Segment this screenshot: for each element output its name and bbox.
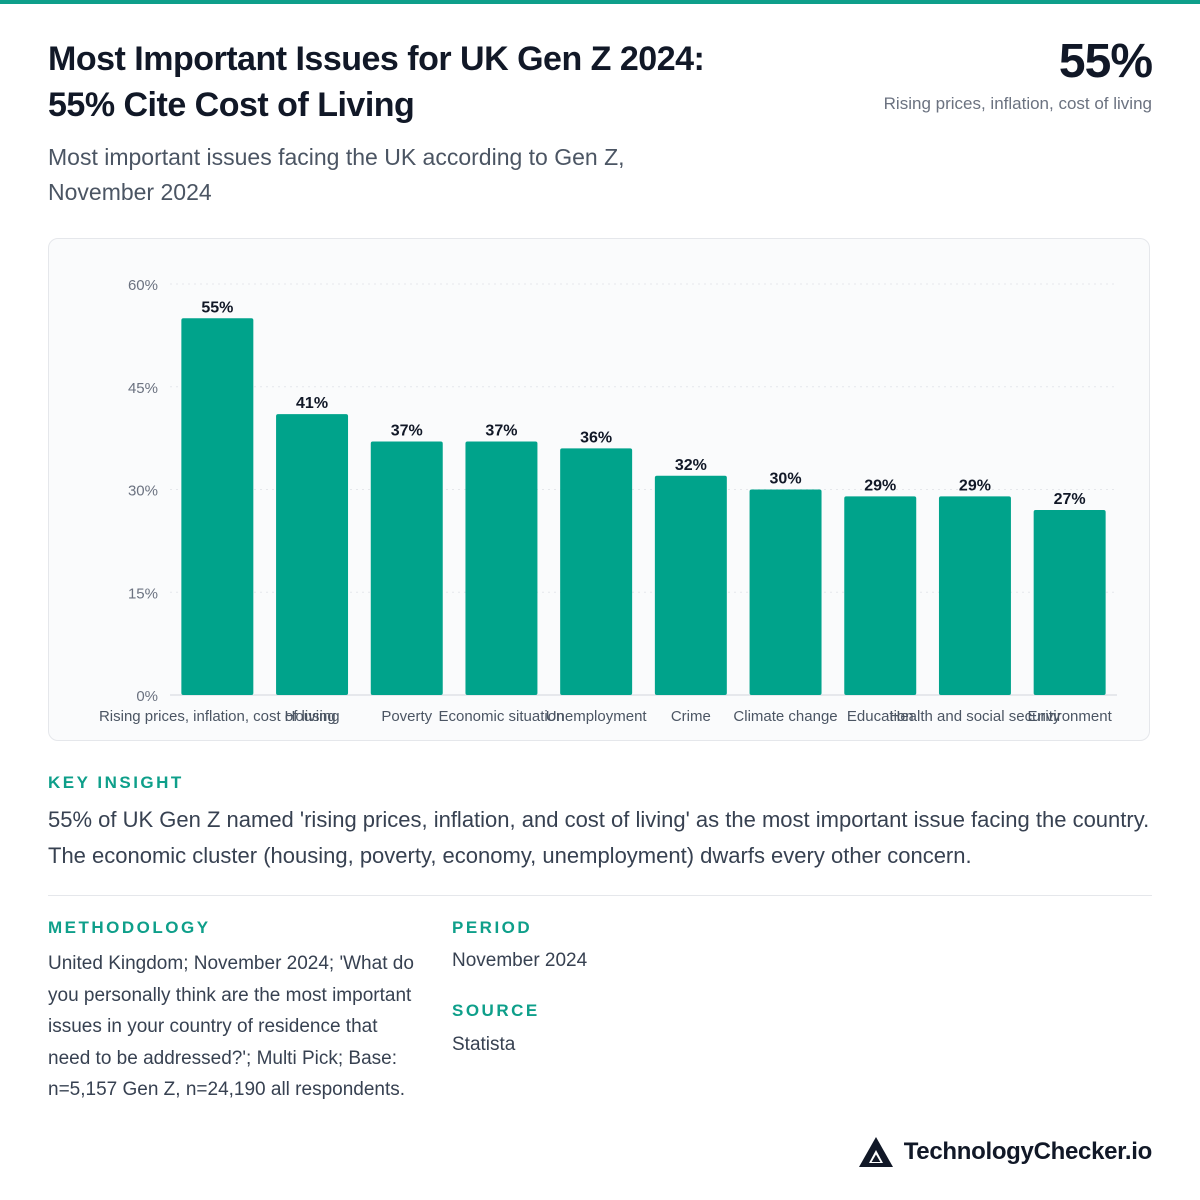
x-tick-label: Rising prices, inflation, cost of living <box>99 708 336 725</box>
x-tick-label: Health and social security <box>889 708 1060 725</box>
subtitle-line-2: November 2024 <box>48 179 212 205</box>
key-insight-text: 55% of UK Gen Z named 'rising prices, in… <box>48 807 1150 868</box>
y-tick-label: 45% <box>128 380 158 397</box>
x-tick-label: Crime <box>671 708 711 725</box>
top-accent-bar <box>0 0 1200 4</box>
subtitle-line-1: Most important issues facing the UK acco… <box>48 144 625 170</box>
bar <box>465 441 538 695</box>
title-line-1: Most Important Issues for UK Gen Z 2024: <box>48 40 705 78</box>
bar-value-label: 29% <box>864 477 896 494</box>
page-title: Most Important Issues for UK Gen Z 2024:… <box>48 36 808 128</box>
x-tick-label: Unemployment <box>546 708 648 725</box>
y-tick-label: 30% <box>128 483 158 500</box>
kpi-value: 55% <box>1058 35 1153 88</box>
x-tick-label: Environment <box>1028 708 1113 725</box>
bar <box>654 475 727 695</box>
bar <box>276 414 349 695</box>
bar <box>560 448 633 695</box>
bar <box>749 489 822 695</box>
x-tick-label: Economic situation <box>438 708 564 725</box>
brand-logo: TechnologyChecker.io <box>858 1136 1152 1168</box>
source-label: SOURCE <box>452 1001 540 1020</box>
y-tick-label: 0% <box>136 688 158 705</box>
y-tick-label: 60% <box>128 277 158 294</box>
title-line-2: 55% Cite Cost of Living <box>48 86 415 124</box>
bar-value-label: 41% <box>296 395 328 412</box>
chart-subtitle: Most important issues facing the UK acco… <box>48 140 748 210</box>
period-value: November 2024 <box>452 950 588 971</box>
x-tick-label: Housing <box>285 708 340 725</box>
x-tick-label: Education <box>847 708 914 725</box>
bar-value-label: 55% <box>201 299 233 316</box>
x-tick-label: Climate change <box>733 708 837 725</box>
bar <box>1033 510 1106 695</box>
bar-value-label: 37% <box>485 423 517 440</box>
bar-chart: 0% 15% 30% 45% 60% 55% Rising prices, inflatio… <box>99 277 1117 725</box>
bar-value-label: 27% <box>1054 491 1086 508</box>
bar-value-label: 29% <box>959 477 991 494</box>
bar-value-label: 30% <box>770 471 802 488</box>
triangle-logo-icon <box>858 1137 893 1167</box>
chart-card: 0% 15% 30% 45% 60% 55% Rising prices, inflatio… <box>48 238 1150 741</box>
kpi-label: Rising prices, inflation, cost of living <box>883 94 1152 113</box>
methodology-label: METHODOLOGY <box>48 918 211 937</box>
kpi-callout: 55% Rising prices, inflation, cost of li… <box>883 34 1153 114</box>
bar <box>844 496 917 695</box>
bar-value-label: 36% <box>580 429 612 446</box>
section-divider <box>48 895 1152 896</box>
methodology-text: United Kingdom; November 2024; 'What do … <box>48 953 414 1100</box>
key-insight-label: KEY INSIGHT <box>48 773 184 792</box>
x-tick-label: Poverty <box>381 708 432 725</box>
bar <box>370 441 443 695</box>
bar <box>181 318 254 695</box>
y-tick-label: 15% <box>128 585 158 602</box>
bar <box>938 496 1011 695</box>
bar-value-label: 32% <box>675 457 707 474</box>
period-label: PERIOD <box>452 918 533 937</box>
bar-value-label: 37% <box>391 423 423 440</box>
brand-name: TechnologyChecker.io <box>903 1138 1153 1165</box>
source-value: Statista <box>452 1034 516 1055</box>
